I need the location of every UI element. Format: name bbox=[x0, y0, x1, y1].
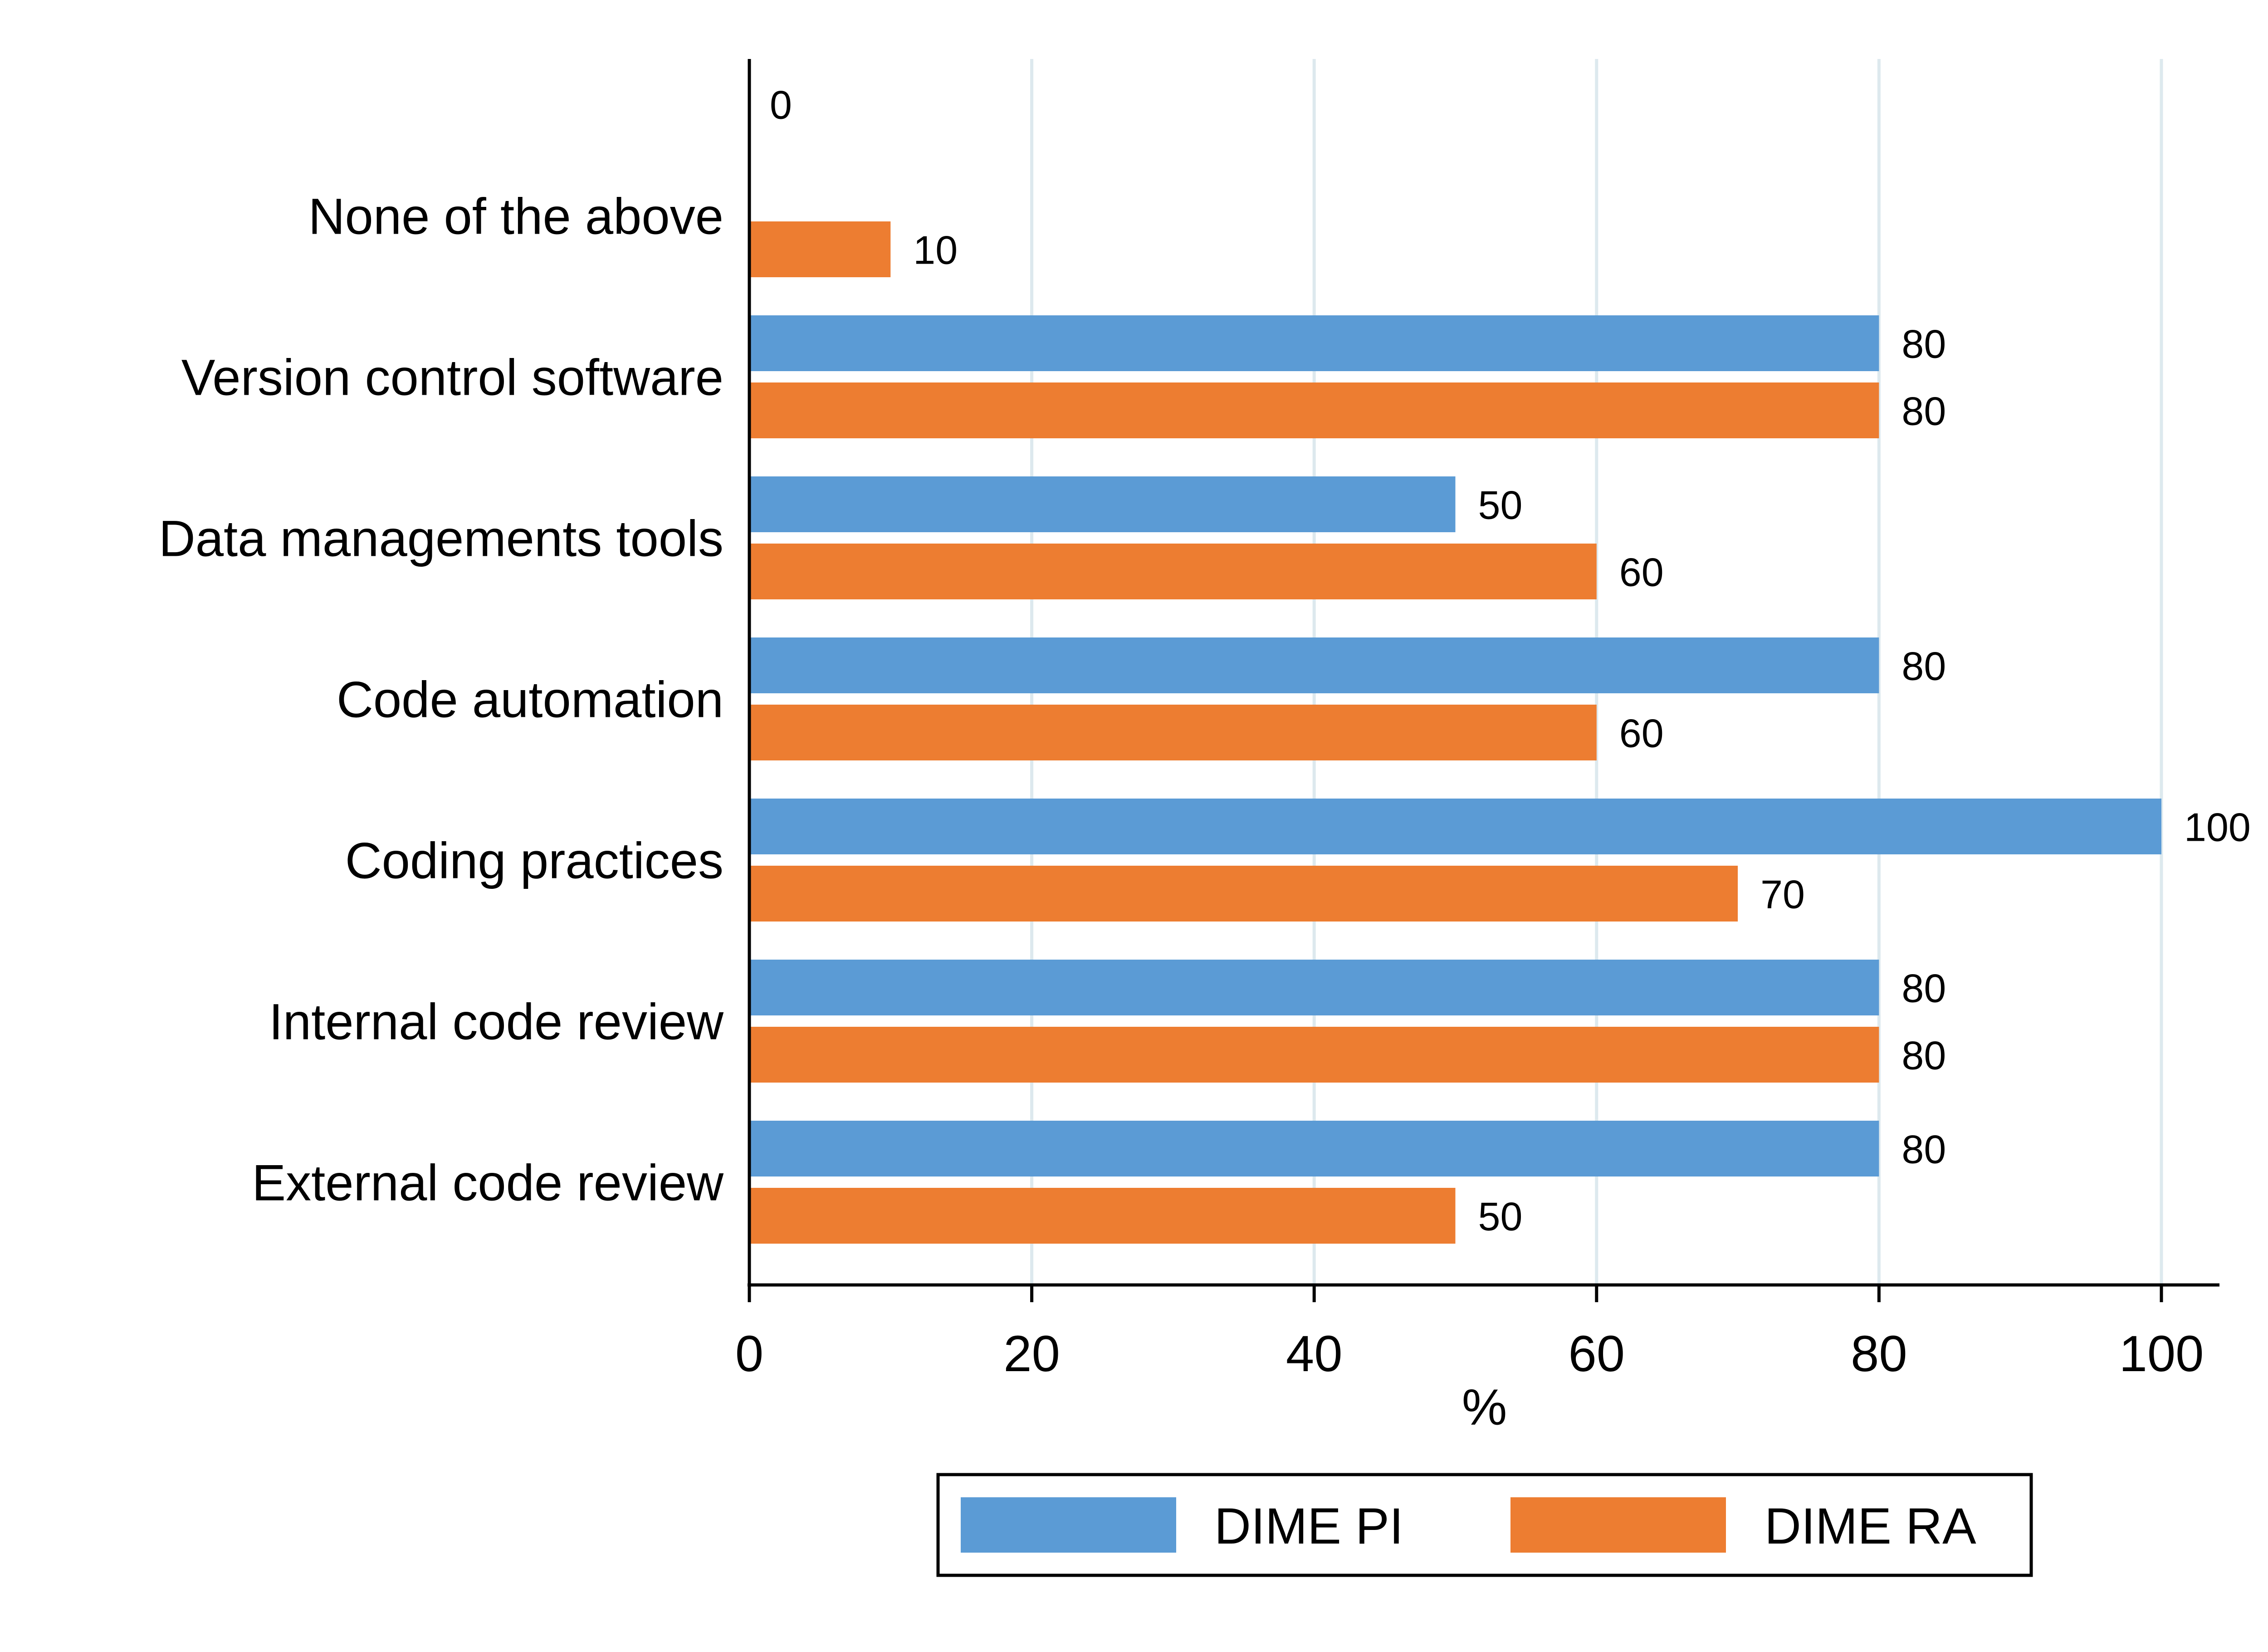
x-tick-label: 20 bbox=[1003, 1325, 1060, 1382]
x-axis-title: % bbox=[1462, 1379, 1507, 1436]
bar-dime-ra bbox=[749, 1188, 1456, 1244]
data-label: 0 bbox=[770, 83, 792, 127]
bar-dime-ra bbox=[749, 382, 1879, 438]
category-label: External code review bbox=[252, 1155, 724, 1211]
category-label: Internal code review bbox=[269, 994, 724, 1050]
legend-label: DIME RA bbox=[1765, 1498, 1976, 1554]
x-tick-label: 40 bbox=[1286, 1325, 1343, 1382]
data-label: 80 bbox=[1901, 389, 1946, 434]
legend-label: DIME PI bbox=[1214, 1498, 1403, 1554]
axes: 0 20 40 60 80 100% bbox=[735, 59, 2219, 1436]
bar-dime-ra bbox=[749, 705, 1597, 760]
x-tick-label: 100 bbox=[2119, 1325, 2204, 1382]
data-label: 50 bbox=[1478, 483, 1523, 528]
bar-dime-pi bbox=[749, 637, 1879, 693]
category-label: Version control software bbox=[181, 349, 723, 406]
data-label: 80 bbox=[1901, 1033, 1946, 1078]
data-label: 50 bbox=[1478, 1194, 1523, 1239]
category-label: Data managements tools bbox=[159, 510, 723, 567]
x-tick-label: 80 bbox=[1851, 1325, 1907, 1382]
data-label: 60 bbox=[1619, 550, 1664, 595]
data-label: 100 bbox=[2184, 805, 2251, 850]
data-label: 70 bbox=[1760, 872, 1805, 917]
category-label: None of the above bbox=[308, 188, 723, 245]
legend: DIME PI DIME RA bbox=[936, 1473, 2033, 1577]
bar-dime-ra bbox=[749, 544, 1597, 599]
category-label: Coding practices bbox=[345, 833, 723, 889]
labels: 0 10 None of the above 80 80 Version control … bbox=[159, 83, 2251, 1239]
legend-swatch bbox=[1510, 1497, 1726, 1553]
data-label: 80 bbox=[1901, 644, 1946, 689]
data-label: 60 bbox=[1619, 711, 1664, 756]
bar-dime-ra bbox=[749, 221, 891, 277]
bar-dime-pi bbox=[749, 799, 2161, 854]
data-label: 80 bbox=[1901, 966, 1946, 1011]
data-label: 80 bbox=[1901, 322, 1946, 367]
x-tick-label: 0 bbox=[735, 1325, 763, 1382]
bar-dime-ra bbox=[749, 866, 1738, 922]
bar-dime-pi bbox=[749, 315, 1879, 371]
bar-dime-pi bbox=[749, 1121, 1879, 1176]
bar-dime-pi bbox=[749, 960, 1879, 1015]
data-label: 80 bbox=[1901, 1127, 1946, 1172]
bar-dime-ra bbox=[749, 1027, 1879, 1083]
bar-dime-pi bbox=[749, 476, 1456, 532]
x-tick-label: 60 bbox=[1569, 1325, 1625, 1382]
bars bbox=[749, 221, 2161, 1244]
legend-swatch bbox=[961, 1497, 1176, 1553]
data-label: 10 bbox=[913, 228, 958, 273]
category-label: Code automation bbox=[337, 672, 723, 728]
